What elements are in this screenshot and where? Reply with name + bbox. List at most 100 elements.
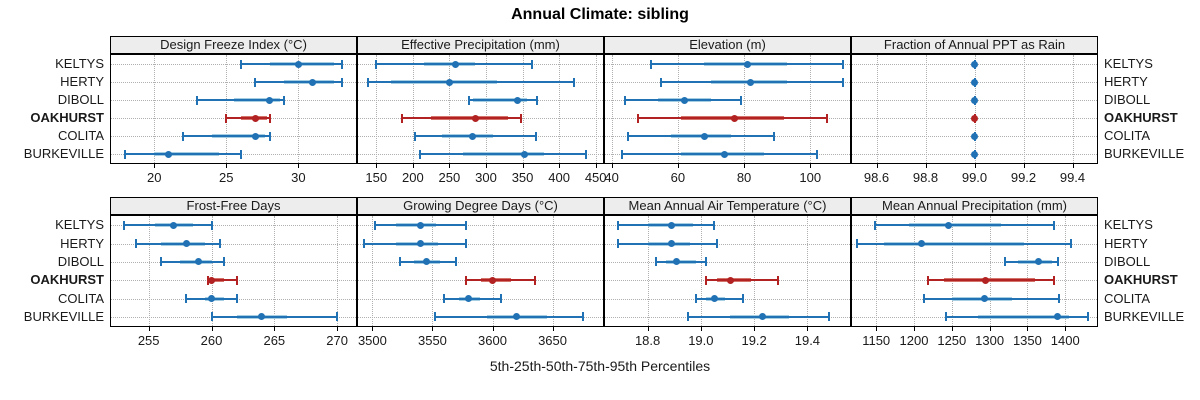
axis-tick [677, 163, 679, 168]
whisker-cap-high [282, 95, 285, 105]
station-label-right: COLITA [1104, 290, 1150, 306]
whisker-cap-low [419, 149, 422, 159]
axis-tick [989, 326, 991, 331]
axis-tick [1072, 163, 1074, 168]
whisker-cap-high [235, 294, 238, 303]
median-dot [170, 221, 178, 229]
panel-strip: Design Freeze Index (°C) [110, 36, 357, 54]
median-dot [489, 276, 496, 284]
gridline-vertical [744, 55, 746, 163]
axis-tick-label: 25 [219, 170, 234, 185]
panel-strip: Elevation (m) [604, 36, 851, 54]
strip-title: Effective Precipitation (mm) [401, 37, 560, 52]
whisker-cap-high [825, 113, 828, 123]
median-dot [451, 60, 459, 68]
axis-tick-label: 1150 [862, 333, 891, 348]
axis-tick [412, 163, 414, 168]
whisker-cap-low [182, 131, 185, 141]
axis-tick-label: 350 [511, 170, 534, 185]
axis-tick [876, 163, 878, 168]
whisker-line [197, 99, 284, 101]
median-dot [416, 221, 424, 229]
axis-tick [376, 163, 378, 168]
gridline-vertical [754, 216, 756, 326]
whisker-cap-high [210, 220, 213, 230]
gridline-vertical [876, 55, 878, 163]
gridline-vertical [807, 216, 809, 326]
gridline-vertical [552, 216, 554, 326]
station-label-left: COLITA [58, 290, 104, 306]
gridline-horizontal [852, 261, 1097, 263]
axis-tick-label: 98.8 [912, 170, 939, 185]
gridline-vertical [154, 55, 156, 163]
station-label-right: HERTY [1104, 74, 1148, 89]
strip-title: Frost-Free Days [186, 198, 281, 213]
station-label-left: BURKEVILLE [23, 146, 104, 161]
median-dot [971, 132, 978, 140]
whisker-cap-low [443, 294, 446, 303]
axis-tick-label: 3500 [357, 333, 387, 348]
whisker-line [618, 224, 715, 227]
whisker-line [401, 117, 522, 119]
axis-tick [1027, 326, 1029, 331]
gridline-horizontal [605, 243, 850, 245]
station-label-left: OAKHURST [30, 272, 104, 288]
axis-tick-label: 40 [604, 170, 619, 185]
median-dot [165, 150, 173, 158]
median-dot [266, 96, 274, 104]
median-dot [743, 60, 751, 68]
whisker-cap-low [375, 59, 378, 69]
axis-tick-label: 60 [670, 170, 686, 185]
axis-tick-label: 1250 [937, 333, 967, 348]
axis-tick [744, 163, 746, 168]
station-label-left: HERTY [60, 74, 104, 89]
axis-tick-label: 19.0 [688, 333, 714, 348]
panel-strip: Frost-Free Days [110, 197, 357, 215]
gridline-horizontal [605, 225, 850, 227]
gridline-horizontal [111, 243, 356, 245]
station-label-right: KELTYS [1104, 56, 1153, 71]
strip-title: Design Freeze Index (°C) [160, 37, 307, 52]
whisker-line [420, 153, 587, 155]
whisker-cap-high [572, 77, 575, 87]
whisker-cap-high [235, 275, 238, 285]
gridline-vertical [810, 55, 812, 163]
median-dot [980, 295, 988, 302]
axis-tick-label: 1350 [1012, 333, 1042, 348]
gridline-vertical [485, 55, 487, 163]
whisker-cap-high [1058, 294, 1061, 303]
axis-tick [485, 163, 487, 168]
axis-tick [226, 163, 228, 168]
panel-body [851, 54, 1098, 164]
whisker-cap-high [455, 257, 458, 267]
gridline-vertical [274, 216, 276, 326]
whisker-cap-low [433, 312, 436, 322]
whisker-cap-high [268, 113, 271, 123]
gridline-vertical [522, 55, 524, 163]
whisker-cap-high [842, 77, 845, 87]
whisker-cap-low [617, 239, 620, 248]
median-dot [747, 78, 755, 86]
whisker-cap-low [254, 77, 257, 87]
axis-tick [810, 163, 812, 168]
whisker-cap-high [827, 312, 830, 322]
whisker-cap-low [373, 220, 376, 230]
axis-tick-label: 98.6 [863, 170, 890, 185]
median-dot [464, 295, 472, 302]
panel-strip: Effective Precipitation (mm) [357, 36, 604, 54]
whisker-cap-high [1052, 220, 1055, 230]
gridline-vertical [1065, 216, 1067, 326]
whisker-cap-low [637, 113, 640, 123]
whisker-line [367, 81, 574, 83]
whisker-cap-high [536, 95, 539, 105]
gridline-vertical [974, 55, 976, 163]
median-dot [471, 114, 479, 122]
axis-tick [611, 163, 613, 168]
whisker-cap-high [772, 131, 775, 141]
whisker-cap-low [400, 113, 403, 123]
whisker-line [874, 224, 1054, 227]
strip-title: Elevation (m) [689, 37, 766, 52]
panel-body [357, 215, 604, 327]
axis-tick [1065, 326, 1067, 331]
axis-tick-label: 100 [799, 170, 822, 185]
